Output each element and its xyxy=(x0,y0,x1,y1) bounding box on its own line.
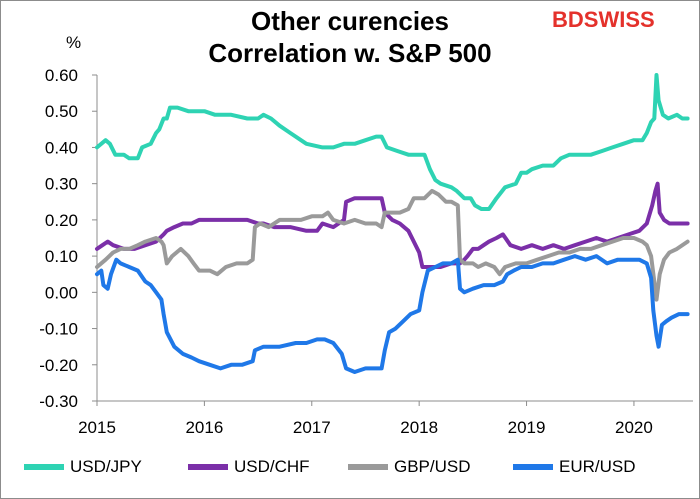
bdswiss-logo: BDSWISS xyxy=(552,7,655,33)
legend-swatch xyxy=(348,464,388,470)
y-tick-label: 0.60 xyxy=(45,66,78,85)
legend-item: GBP/USD xyxy=(348,455,471,479)
y-tick-label: 0.40 xyxy=(45,138,78,157)
series-line-usd-jpy xyxy=(95,73,690,211)
legend-swatch xyxy=(24,464,64,470)
x-tick-label: 2019 xyxy=(508,418,546,437)
y-tick-label: 0.10 xyxy=(45,247,78,266)
logo-part-1: BD xyxy=(552,7,584,32)
y-tick-label: 0.50 xyxy=(45,102,78,121)
chart-title: Other curencies xyxy=(251,6,449,36)
chart-subtitle: Correlation w. S&P 500 xyxy=(208,38,492,68)
y-tick-label: -0.30 xyxy=(39,392,78,411)
y-tick-label: 0.20 xyxy=(45,211,78,230)
legend-item: EUR/USD xyxy=(513,455,636,479)
axes xyxy=(96,75,693,402)
y-tick-label: -0.10 xyxy=(39,320,78,339)
chart-legend: USD/JPY USD/CHF GBP/USD EUR/USD xyxy=(0,455,700,479)
legend-swatch xyxy=(188,464,228,470)
y-tick-label: 0.30 xyxy=(45,175,78,194)
logo-part-2: SWISS xyxy=(583,7,655,32)
legend-label: GBP/USD xyxy=(394,457,471,476)
series-lines xyxy=(95,73,690,374)
legend-label: EUR/USD xyxy=(559,457,636,476)
y-tick-label: 0.00 xyxy=(45,283,78,302)
legend-item: USD/JPY xyxy=(24,455,142,479)
x-tick-label: 2020 xyxy=(615,418,653,437)
x-tick-label: 2016 xyxy=(185,418,223,437)
x-ticks: 2015 2016 2017 2018 2019 2020 xyxy=(78,401,653,437)
legend-label: USD/CHF xyxy=(234,457,310,476)
y-tick-label: -0.20 xyxy=(39,356,78,375)
y-unit-label: % xyxy=(66,33,81,52)
legend-label: USD/JPY xyxy=(70,457,142,476)
series-line-eur-usd xyxy=(95,254,690,374)
x-tick-label: 2015 xyxy=(78,418,116,437)
legend-swatch xyxy=(513,464,553,470)
x-tick-label: 2017 xyxy=(293,418,331,437)
y-ticks: 0.60 0.50 0.40 0.30 0.20 0.10 0.00 -0.10 -0.20 -0… xyxy=(39,66,97,411)
legend-item: USD/CHF xyxy=(188,455,310,479)
series-line-gbp-usd xyxy=(95,188,690,302)
x-tick-label: 2018 xyxy=(400,418,438,437)
